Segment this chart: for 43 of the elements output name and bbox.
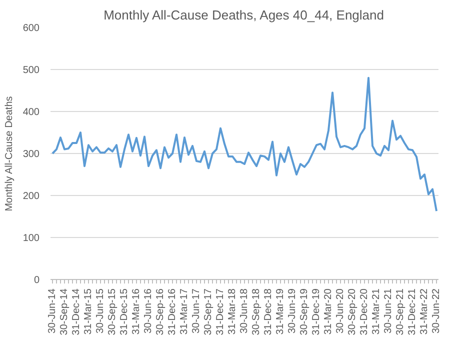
y-tick-label: 400 — [22, 107, 40, 118]
x-tick-label: 30-Jun-18 — [239, 288, 250, 334]
x-tick-label: 30-Jun-14 — [47, 288, 58, 334]
x-tick-label: 30-Jun-17 — [191, 288, 202, 334]
x-tick-label: 31-Dec-21 — [407, 288, 418, 336]
y-tick-label: 500 — [22, 65, 40, 76]
y-tick-label: 0 — [34, 275, 40, 286]
y-axis-title: Monthly All-Cause Deaths — [4, 96, 15, 212]
x-tick-label: 30-Sep-15 — [107, 288, 118, 336]
y-tick-label: 200 — [22, 191, 40, 202]
x-tick-label: 30-Sep-14 — [59, 288, 70, 336]
x-tick-label: 31-Mar-19 — [275, 288, 286, 335]
x-tick-label: 30-Jun-15 — [95, 288, 106, 334]
x-tick-label: 30-Sep-18 — [251, 288, 262, 336]
x-tick-label: 31-Dec-19 — [311, 288, 322, 336]
y-tick-label: 300 — [22, 149, 40, 160]
x-tick-label: 30-Sep-17 — [203, 288, 214, 336]
chart-title: Monthly All-Cause Deaths, Ages 40_44, England — [104, 8, 384, 22]
x-tick-label: 30-Sep-20 — [347, 288, 358, 336]
x-tick-label: 31-Mar-20 — [323, 288, 334, 335]
x-tick-label: 30-Sep-19 — [299, 288, 310, 336]
x-tick-label: 31-Mar-17 — [179, 288, 190, 335]
y-tick-label: 600 — [22, 23, 40, 34]
x-tick-label: 30-Sep-16 — [155, 288, 166, 336]
line-series — [52, 76, 438, 212]
x-tick-label: 31-Mar-18 — [227, 288, 238, 335]
x-tick-label: 31-Dec-18 — [263, 288, 274, 336]
x-tick-label: 31-Mar-16 — [131, 288, 142, 335]
x-tick-label: 30-Jun-21 — [383, 288, 394, 334]
x-tick-label: 31-Mar-21 — [371, 288, 382, 335]
x-tick-label: 31-Dec-20 — [359, 288, 370, 336]
x-tick-label: 30-Jun-22 — [431, 288, 442, 334]
x-tick-label: 30-Jun-19 — [287, 288, 298, 334]
y-tick-label: 100 — [22, 233, 40, 244]
x-tick-label: 30-Jun-16 — [143, 288, 154, 334]
x-tick-label: 31-Mar-15 — [83, 288, 94, 335]
x-tick-label: 31-Mar-22 — [419, 288, 430, 335]
x-tick-label: 31-Dec-14 — [71, 288, 82, 336]
x-tick-label: 31-Dec-16 — [167, 288, 178, 336]
x-tick-label: 31-Dec-15 — [119, 288, 130, 336]
x-tick-label: 31-Dec-17 — [215, 288, 226, 336]
x-tick-label: 30-Sep-21 — [395, 288, 406, 336]
x-tick-label: 30-Jun-20 — [335, 288, 346, 334]
